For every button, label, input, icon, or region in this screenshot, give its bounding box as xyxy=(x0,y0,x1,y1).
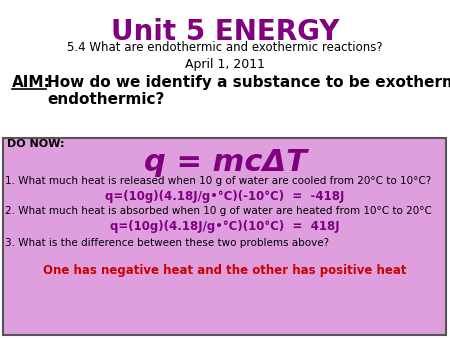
Text: AIM:: AIM: xyxy=(12,75,51,90)
Text: q=(10g)(4.18J/g•°C)(-10°C)  =  -418J: q=(10g)(4.18J/g•°C)(-10°C) = -418J xyxy=(105,190,345,203)
FancyBboxPatch shape xyxy=(3,138,446,335)
Text: How do we identify a substance to be exothermic or
endothermic?: How do we identify a substance to be exo… xyxy=(47,75,450,107)
Text: DO NOW:: DO NOW: xyxy=(7,139,64,149)
Text: 2. What much heat is absorbed when 10 g of water are heated from 10°C to 20°C: 2. What much heat is absorbed when 10 g … xyxy=(5,206,432,216)
Text: q = mcΔT: q = mcΔT xyxy=(144,148,306,177)
Text: Unit 5 ENERGY: Unit 5 ENERGY xyxy=(111,18,339,46)
Text: April 1, 2011: April 1, 2011 xyxy=(185,58,265,71)
Text: 1. What much heat is released when 10 g of water are cooled from 20°C to 10°C?: 1. What much heat is released when 10 g … xyxy=(5,176,431,186)
Text: q=(10g)(4.18J/g•°C)(10°C)  =  418J: q=(10g)(4.18J/g•°C)(10°C) = 418J xyxy=(110,220,340,233)
Text: 3. What is the difference between these two problems above?: 3. What is the difference between these … xyxy=(5,238,329,248)
Text: 5.4 What are endothermic and exothermic reactions?: 5.4 What are endothermic and exothermic … xyxy=(67,41,383,54)
Text: One has negative heat and the other has positive heat: One has negative heat and the other has … xyxy=(43,264,407,277)
